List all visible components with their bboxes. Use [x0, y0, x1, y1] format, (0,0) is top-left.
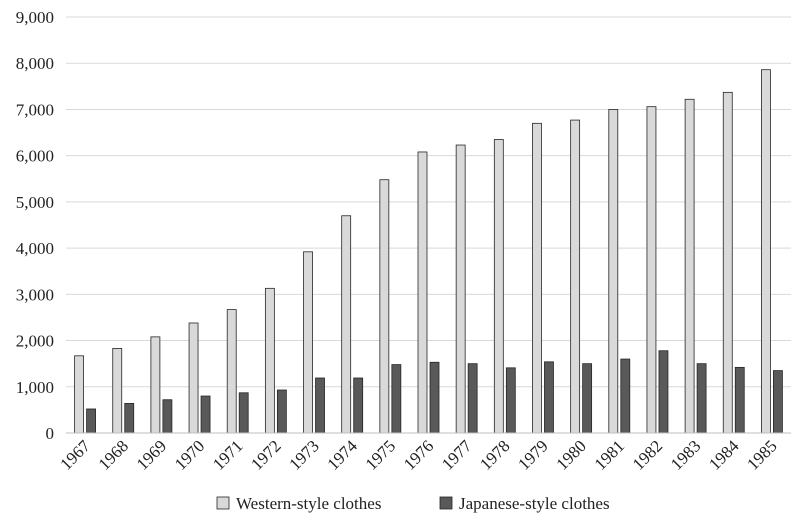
bar-japanese-style [506, 368, 515, 433]
bar-japanese-style [659, 351, 668, 433]
y-tick-label: 1,000 [16, 378, 54, 397]
bar-western-style [571, 120, 580, 433]
x-tick-label: 1983 [667, 436, 704, 473]
bar-western-style [380, 180, 389, 433]
y-tick-label: 0 [46, 424, 55, 443]
bar-western-style [647, 107, 656, 433]
y-tick-label: 8,000 [16, 54, 54, 73]
x-tick-label: 1969 [133, 436, 170, 473]
x-tick-label: 1973 [285, 436, 322, 473]
y-tick-label: 5,000 [16, 193, 54, 212]
bar-japanese-style [468, 364, 477, 433]
bar-western-style [532, 123, 541, 433]
bar-western-style [723, 92, 732, 433]
x-tick-label: 1975 [362, 436, 399, 473]
x-tick-label: 1984 [705, 436, 743, 474]
x-tick-label: 1972 [247, 436, 284, 473]
bar-japanese-style [87, 409, 96, 433]
x-tick-label: 1977 [438, 436, 476, 474]
x-tick-label: 1980 [552, 436, 589, 473]
bar-japanese-style [735, 367, 744, 433]
x-tick-label: 1974 [324, 436, 362, 474]
bar-western-style [761, 70, 770, 433]
bar-western-style [265, 288, 274, 433]
y-tick-label: 3,000 [16, 285, 54, 304]
bar-japanese-style [354, 378, 363, 433]
x-tick-label: 1971 [209, 436, 246, 473]
x-tick-label: 1967 [56, 436, 94, 474]
y-tick-label: 7,000 [16, 100, 54, 119]
bar-western-style [456, 145, 465, 433]
bar-western-style [609, 109, 618, 433]
x-tick-label: 1976 [400, 436, 437, 473]
bar-japanese-style [697, 364, 706, 433]
bar-western-style [151, 337, 160, 433]
bar-japanese-style [277, 390, 286, 433]
legend-swatch-western-style [217, 497, 229, 509]
y-tick-label: 2,000 [16, 332, 54, 351]
bar-western-style [113, 348, 122, 433]
bar-western-style [685, 99, 694, 433]
bar-japanese-style [201, 396, 210, 433]
bar-western-style [304, 252, 313, 433]
bar-japanese-style [621, 359, 630, 433]
y-tick-label: 6,000 [16, 147, 54, 166]
legend-label-japanese-style: Japanese-style clothes [459, 494, 610, 513]
y-tick-label: 4,000 [16, 239, 54, 258]
x-tick-label: 1970 [171, 436, 208, 473]
bar-japanese-style [583, 364, 592, 433]
bar-japanese-style [392, 365, 401, 433]
bar-western-style [342, 216, 351, 433]
x-tick-label: 1985 [743, 436, 780, 473]
bar-western-style [75, 356, 84, 433]
x-tick-label: 1982 [629, 436, 666, 473]
legend-swatch-japanese-style [440, 497, 452, 509]
legend-label-western-style: Western-style clothes [236, 494, 381, 513]
x-tick-label: 1968 [95, 436, 132, 473]
y-axis: 0 1,000 2,000 3,000 4,000 5,000 6,000 7,000 8,00… [16, 8, 54, 443]
bar-western-style [494, 139, 503, 433]
bar-japanese-style [125, 403, 134, 433]
bar-japanese-style [163, 400, 172, 433]
bar-western-style [418, 152, 427, 433]
bars [75, 70, 783, 433]
bar-western-style [189, 323, 198, 433]
legend: Western-style clothes Japanese-style clot… [217, 494, 610, 513]
x-tick-label: 1978 [476, 436, 513, 473]
bar-japanese-style [544, 362, 553, 433]
bar-western-style [227, 310, 236, 433]
y-tick-label: 9,000 [16, 8, 54, 27]
x-tick-label: 1981 [591, 436, 628, 473]
x-tick-label: 1979 [514, 436, 551, 473]
gridlines [66, 17, 791, 387]
bar-japanese-style [773, 371, 782, 433]
bar-japanese-style [316, 378, 325, 433]
bar-japanese-style [430, 362, 439, 433]
bar-japanese-style [239, 393, 248, 433]
x-axis: 1967 1968 1969 1970 1971 1972 1973 1974 1975 1976… [56, 433, 791, 474]
